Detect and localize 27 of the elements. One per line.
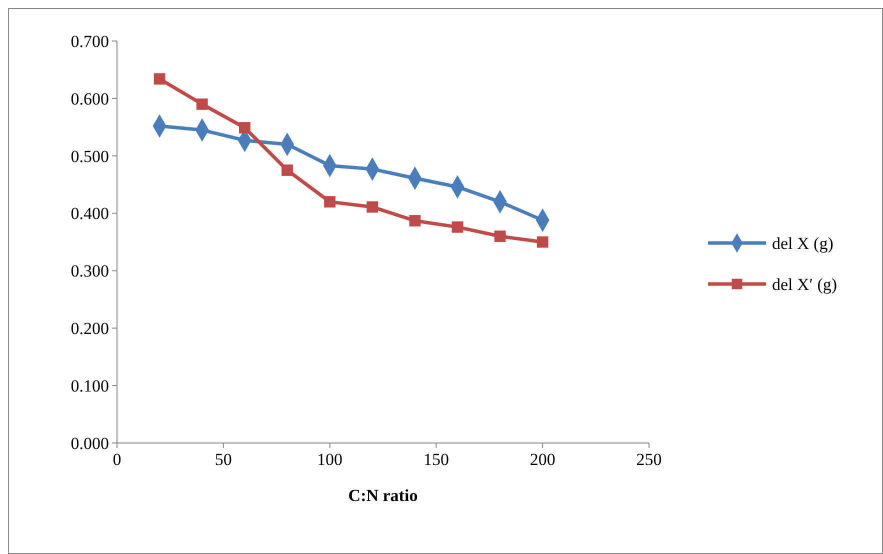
y-tick-label: 0.200 xyxy=(70,319,109,338)
x-tick-label: 250 xyxy=(636,450,662,469)
y-tick-label: 0.100 xyxy=(70,376,109,396)
x-tick-label: 150 xyxy=(423,450,449,469)
point xyxy=(366,201,378,213)
legend-label: del X′ (g) xyxy=(772,274,838,294)
x-tick-label: 200 xyxy=(530,450,556,469)
point xyxy=(196,98,208,110)
x-tick-label: 100 xyxy=(317,450,343,469)
point xyxy=(494,230,506,242)
y-tick-label: 0.700 xyxy=(70,32,109,51)
point xyxy=(324,196,336,208)
y-tick-label: 0.000 xyxy=(70,434,109,453)
legend-label: del X (g) xyxy=(772,234,834,253)
y-tick-label: 0.400 xyxy=(70,204,109,224)
point xyxy=(238,122,250,134)
y-tick-label: 0.600 xyxy=(70,89,109,108)
point xyxy=(282,164,293,176)
y-tick-label: 0.500 xyxy=(70,146,109,166)
x-tick-label: 50 xyxy=(214,450,232,469)
point xyxy=(452,221,464,233)
x-axis-title: C:N ratio xyxy=(348,486,418,505)
y-tick-label: 0.300 xyxy=(70,262,109,281)
point xyxy=(536,236,548,248)
x-tick-label: 0 xyxy=(112,450,122,469)
point xyxy=(409,215,421,226)
point xyxy=(154,73,166,85)
